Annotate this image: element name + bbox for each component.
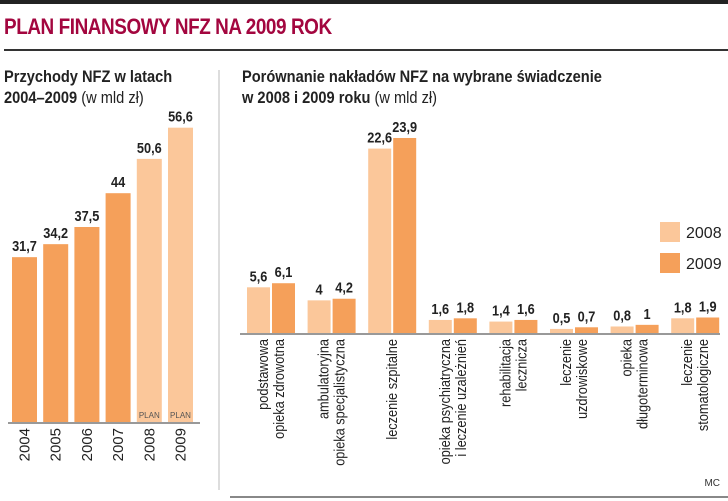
bar-2008	[550, 328, 573, 333]
bottom-divider	[230, 496, 728, 498]
value-label: 1,4	[492, 302, 510, 319]
left-chart-title: Przychody NFZ w latach 2004–2009 (w mld …	[4, 66, 172, 108]
legend-label: 2009	[686, 256, 722, 273]
category-label: lecznicza	[514, 339, 530, 392]
right-title-unit: (w mld zł)	[374, 88, 438, 107]
bar-2008	[136, 158, 162, 422]
value-label: 23,9	[392, 118, 417, 135]
category-label: podstawowa	[255, 339, 271, 410]
year-label: 2004	[17, 428, 34, 461]
bar-2009	[514, 319, 538, 333]
category-label: opieka	[619, 339, 635, 377]
legend-label: 2008	[686, 225, 722, 242]
value-label: 44	[111, 173, 125, 190]
right-title-line1: Porównanie nakładów NFZ na wybrane świad…	[242, 67, 602, 86]
value-label: 37,5	[74, 207, 99, 224]
bar-2009	[635, 324, 659, 333]
year-label: 2007	[110, 428, 127, 461]
value-label: 1,9	[699, 297, 717, 314]
value-label: 1,8	[456, 298, 474, 315]
category-label: opieka specjalistyczna	[332, 339, 348, 466]
plan-label: PLAN	[170, 411, 191, 420]
bar-2008	[428, 319, 452, 333]
category-label: leczenie	[679, 339, 695, 386]
value-label: 50,6	[137, 139, 162, 156]
page-title: PLAN FINANSOWY NFZ NA 2009 ROK	[4, 14, 332, 39]
credit: MC	[704, 478, 720, 489]
legend-swatch-2009	[660, 253, 680, 273]
legend-swatch-2008	[660, 222, 680, 242]
year-label: 2009	[173, 428, 190, 461]
bar-2004	[12, 257, 37, 422]
value-label: 6,1	[275, 263, 293, 280]
value-label: 31,7	[12, 237, 37, 254]
year-label: 2008	[141, 428, 158, 461]
category-label: leczenie szpitalne	[384, 339, 400, 440]
bar-2009	[696, 317, 720, 333]
value-label: 1,6	[431, 300, 449, 317]
bar-2008	[307, 300, 331, 333]
bar-2009	[393, 137, 417, 333]
bar-2005	[43, 244, 69, 422]
value-label: 34,2	[43, 224, 68, 241]
left-title-unit: (w mld zł)	[81, 88, 144, 107]
value-label: 56,6	[168, 108, 193, 125]
bar-2009	[453, 318, 477, 333]
bar-2008	[610, 326, 634, 333]
value-label: 1	[644, 305, 651, 322]
value-label: 0,5	[553, 309, 571, 326]
left-title-line1: Przychody NFZ w latach	[4, 67, 173, 86]
category-label: i leczenie uzależnień	[453, 339, 469, 457]
category-label: opieka zdrowotna	[271, 339, 287, 439]
bar-2008	[247, 287, 270, 333]
category-label: rehabilitacja	[498, 339, 514, 407]
value-label: 4	[316, 280, 323, 297]
bar-2008	[671, 318, 695, 333]
right-chart-title: Porównanie nakładów NFZ na wybrane świad…	[242, 66, 602, 108]
bar-2009	[332, 298, 356, 333]
plan-label: PLAN	[139, 411, 160, 420]
category-label: długoterminowa	[635, 339, 651, 429]
bar-2009	[168, 127, 193, 423]
title-divider	[4, 49, 728, 51]
year-label: 2005	[48, 428, 65, 461]
value-label: 4,2	[335, 279, 353, 296]
year-label: 2006	[79, 428, 96, 461]
bar-2009	[575, 327, 598, 333]
bar-2008	[368, 148, 392, 333]
value-label: 0,8	[613, 306, 631, 323]
category-label: opieka psychiatryczna	[437, 339, 453, 465]
bar-2006	[74, 227, 100, 422]
bar-2007	[105, 193, 131, 422]
left-title-line2: 2004–2009	[4, 88, 78, 107]
category-label: stomatologiczne	[695, 339, 711, 431]
category-label: leczenie	[558, 339, 574, 386]
value-label: 1,6	[517, 300, 535, 317]
value-label: 22,6	[367, 129, 392, 146]
value-label: 0,7	[578, 307, 596, 324]
bar-2008	[489, 321, 513, 333]
chart-separator	[218, 70, 220, 490]
category-label: ambulatoryjna	[316, 339, 332, 419]
value-label: 5,6	[250, 267, 268, 284]
value-label: 1,8	[674, 298, 692, 315]
bar-2009	[272, 283, 295, 333]
right-title-line2: w 2008 i 2009 roku	[242, 88, 371, 107]
category-label: uzdrowiskowe	[574, 339, 590, 419]
top-bar	[0, 0, 728, 4]
